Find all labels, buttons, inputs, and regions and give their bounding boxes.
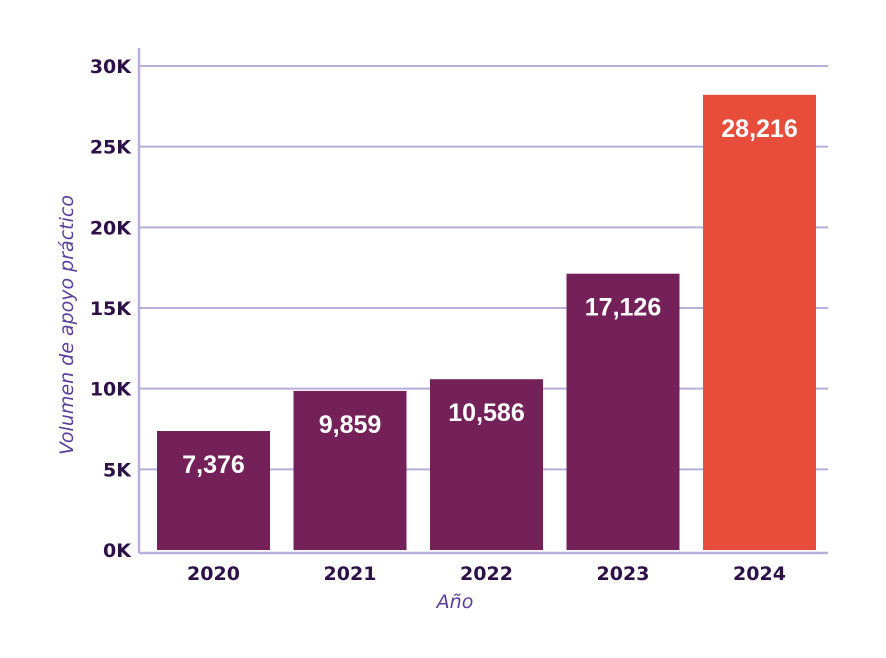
x-tick-label: 2022 <box>460 563 513 585</box>
x-tick-label: 2023 <box>597 563 650 585</box>
y-tick-label: 30K <box>90 56 132 78</box>
bar-2023 <box>566 273 680 550</box>
y-tick-label: 0K <box>103 540 132 562</box>
bar-value-label: 9,859 <box>319 411 382 439</box>
x-tick-label: 2024 <box>733 563 786 585</box>
y-tick-label: 5K <box>103 459 132 481</box>
y-axis-title: Volumen de apoyo práctico <box>56 195 78 455</box>
bar-value-label: 7,376 <box>182 451 245 479</box>
y-tick-label: 20K <box>90 217 132 239</box>
x-tick-label: 2020 <box>187 563 240 585</box>
x-axis-title: Año <box>435 591 474 613</box>
x-tick-label: 2021 <box>324 563 377 585</box>
bar-value-label: 28,216 <box>721 115 797 143</box>
y-tick-label: 25K <box>90 137 132 159</box>
bar-value-label: 17,126 <box>585 294 661 322</box>
bar-2022 <box>430 379 543 550</box>
bar-value-label: 10,586 <box>448 399 524 427</box>
bar-2021 <box>293 390 407 550</box>
bar-2024 <box>703 94 816 551</box>
y-tick-label: 10K <box>90 379 132 401</box>
y-tick-label: 15K <box>90 298 132 320</box>
bar-2020 <box>157 431 270 550</box>
